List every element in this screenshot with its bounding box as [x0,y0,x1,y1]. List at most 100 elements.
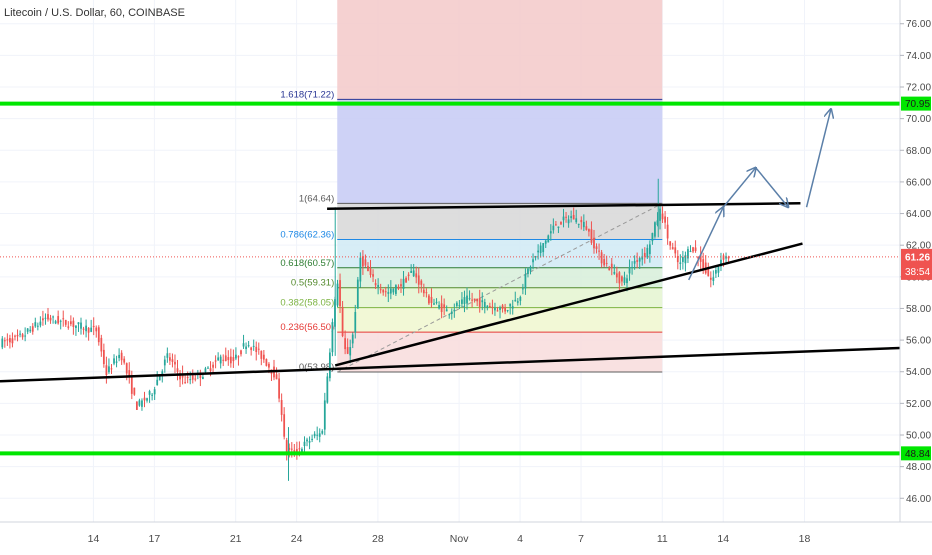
candle-body [113,358,115,364]
candle-body [59,320,62,322]
candle-body [455,302,458,306]
projection-arrow[interactable] [755,167,789,208]
candle-body [661,213,664,220]
price-tick-label: 70.00 [906,114,931,125]
candle-body [87,327,90,333]
candle-body [280,400,283,415]
projection-arrow[interactable] [722,168,756,208]
candle-body [262,354,265,360]
candle-body [351,334,354,344]
candle-body [108,366,110,373]
candle-body [47,314,49,320]
candle-body [303,441,306,447]
current-price-value: 61.26 [905,252,930,263]
fib-level-label: 1(64.64) [299,193,334,204]
candle-body [565,216,567,218]
candle-body [356,279,359,309]
candle-body [237,356,240,358]
candle-body [257,348,260,350]
candle-body [186,377,189,379]
candle-body [410,271,413,273]
candle-body [62,318,65,320]
price-axis[interactable]: 76.00 74.00 72.00 70.00 68.00 66.00 64.00 62.00… [899,0,932,550]
candle-body [49,317,52,321]
candle-body [519,296,522,301]
candle-body [448,314,451,316]
candle-body [676,256,679,263]
candle-body [384,291,387,293]
trendline[interactable] [327,202,801,211]
candle-body [626,278,628,284]
candle-body [524,274,527,289]
candle-body [100,337,103,352]
time-tick-label: 18 [799,533,811,545]
candle-body [123,358,126,363]
fib-level-label: 0(53.98) [299,362,334,373]
candle-body [204,368,207,373]
candle-body [656,220,659,225]
candle-body [557,226,560,229]
candle-body [697,256,699,259]
candle-body [67,326,70,328]
candle-body [219,356,222,364]
candle-body [702,259,705,270]
candle-body [235,354,237,359]
candle-body [488,306,491,308]
trendline[interactable] [334,242,803,367]
candle-body [102,349,105,365]
projection-arrow[interactable] [688,207,724,281]
candle-body [118,354,120,359]
candle-body [654,222,656,237]
time-axis[interactable]: 14 17 21 24 28 Nov 4 7 11 14 18 [0,521,932,550]
candle-body [85,325,87,332]
candle-body [684,255,687,264]
candle-body [362,256,364,267]
trendline[interactable] [0,346,901,383]
fib-zone-band [337,203,663,240]
candle-body [521,288,524,290]
projection-arrow[interactable] [805,109,831,208]
level-price-tag[interactable] [901,446,931,461]
candle-body [290,448,293,450]
candle-body [321,431,324,434]
candle-body [453,309,456,312]
candle-body [580,219,583,223]
candle-body [36,325,39,327]
projection-arrows[interactable] [688,109,831,281]
candle-body [499,307,501,310]
candle-body [463,297,466,304]
candle-body [450,311,453,314]
candle-body [75,325,77,328]
candle-body [133,387,136,395]
fibonacci-retracement[interactable]: 1.618(71.22) 1(64.64) 0.786(62.36) 0.618(60… [280,0,663,373]
candle-body [311,438,313,440]
candle-body [80,322,82,329]
candle-body [631,267,633,269]
candle-body [125,363,128,374]
fib-level-label: 0.382(58.05) [280,298,334,309]
candle-body [19,333,21,335]
candle-body [402,278,405,289]
candle-body [694,247,697,252]
price-tick-label: 54.00 [906,367,931,378]
candle-body [146,398,148,401]
time-tick-label: 4 [517,533,523,545]
candle-body [24,335,27,337]
candle-body [593,237,595,249]
candle-body [651,232,654,242]
candle-body [255,346,258,353]
candle-body [240,350,242,355]
candle-body [514,299,517,302]
candle-body [628,267,631,274]
candle-body [466,295,468,304]
drawing-lines[interactable] [0,101,901,456]
current-price-tag[interactable] [901,248,932,280]
candle-body [516,301,519,303]
candle-body [501,305,504,309]
level-price-tag[interactable] [901,96,931,111]
candle-body [52,316,54,318]
candle-body [161,371,164,375]
fib-level-label: 0.618(60.57) [280,258,334,269]
